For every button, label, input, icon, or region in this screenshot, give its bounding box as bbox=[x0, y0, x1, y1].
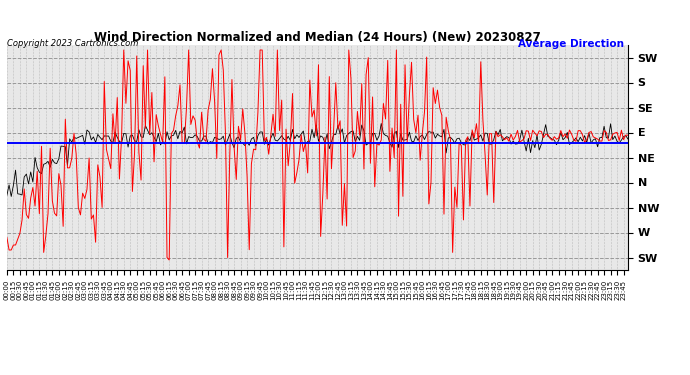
Text: Copyright 2023 Cartronics.com: Copyright 2023 Cartronics.com bbox=[7, 39, 138, 48]
Text: Average Direction: Average Direction bbox=[518, 39, 624, 50]
Title: Wind Direction Normalized and Median (24 Hours) (New) 20230827: Wind Direction Normalized and Median (24… bbox=[94, 31, 541, 44]
